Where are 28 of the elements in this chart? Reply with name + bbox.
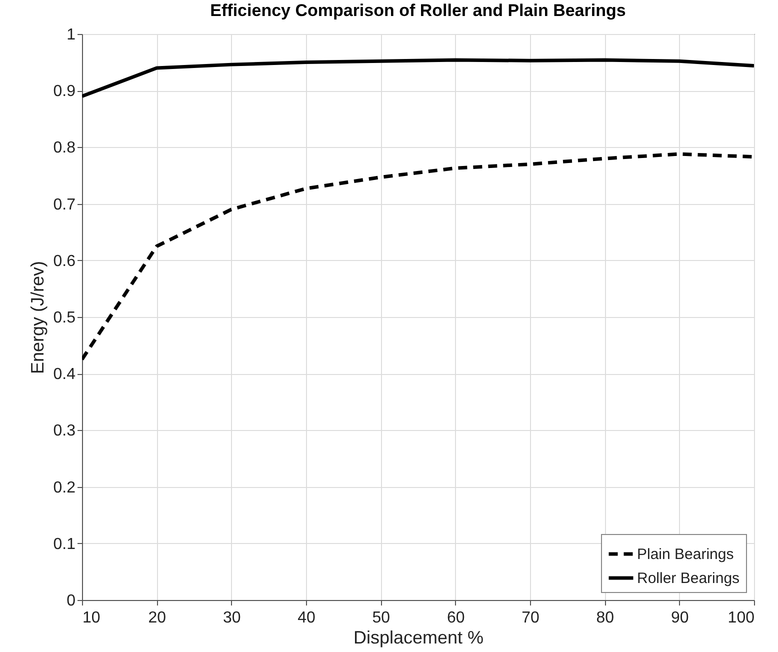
- x-tick-label: 20: [148, 610, 166, 626]
- legend-label: Roller Bearings: [637, 570, 740, 587]
- line-series: [82, 152, 754, 362]
- x-tick-label: 100: [728, 610, 755, 626]
- y-axis-title: Energy (J/rev): [27, 260, 48, 374]
- line-series: [82, 58, 754, 98]
- chart-title: Efficiency Comparison of Roller and Plain Bearings: [210, 1, 626, 20]
- x-tick-label: 80: [596, 610, 614, 626]
- y-tick-label: 0.7: [53, 196, 76, 214]
- x-axis-title: Displacement %: [353, 628, 484, 648]
- y-tick-label: 0.3: [53, 422, 76, 440]
- legend-label: Plain Bearings: [637, 546, 734, 563]
- x-tick-label: 90: [670, 610, 689, 626]
- y-tick-label: 0.6: [53, 252, 76, 270]
- x-tick-label: 50: [372, 610, 390, 626]
- y-tick-label: 0.8: [53, 140, 76, 157]
- y-tick-label: 0: [66, 592, 76, 610]
- x-tick-label: 30: [222, 610, 241, 626]
- x-tick-label: 70: [522, 610, 540, 626]
- x-tick-label: 40: [298, 610, 316, 626]
- y-tick-label: 0.9: [53, 83, 76, 100]
- y-tick-label: 1: [66, 26, 76, 44]
- y-tick-label: 0.1: [53, 536, 76, 553]
- x-tick-label: 10: [82, 610, 100, 626]
- y-tick-label: 0.5: [53, 310, 76, 326]
- y-tick-label: 0.2: [53, 479, 76, 496]
- y-tick-label: 0.4: [53, 366, 76, 384]
- x-tick-label: 60: [446, 610, 465, 626]
